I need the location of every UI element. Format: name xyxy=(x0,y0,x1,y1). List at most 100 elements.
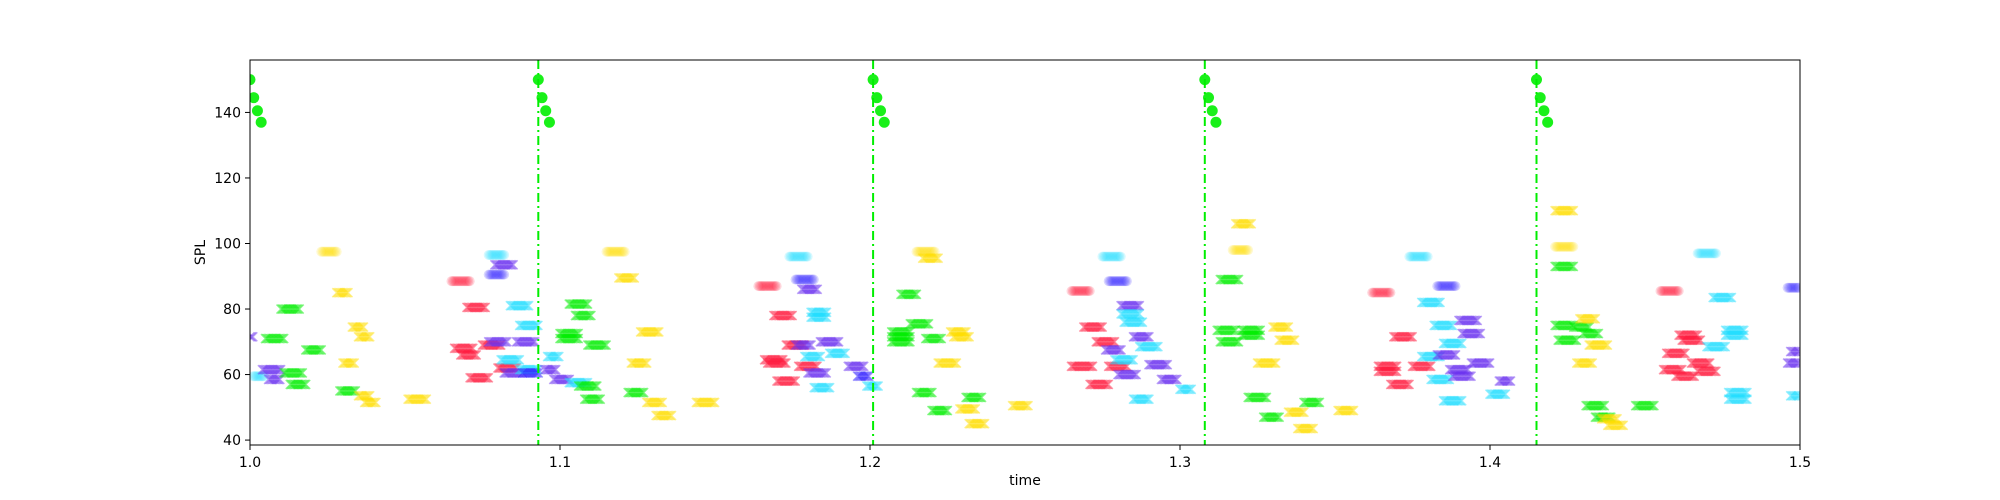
note-point xyxy=(832,336,843,347)
y-tick-label: 120 xyxy=(214,171,241,187)
note-point xyxy=(915,318,926,329)
note-point xyxy=(808,367,819,378)
note-point xyxy=(615,272,626,283)
note-point xyxy=(571,328,582,339)
note-point xyxy=(466,302,477,313)
note-mark xyxy=(1438,395,1467,406)
note-mark xyxy=(514,364,543,375)
note-point xyxy=(307,344,318,356)
note-point xyxy=(797,274,808,285)
note-point xyxy=(911,387,922,398)
note-point xyxy=(645,326,656,338)
note-point xyxy=(811,361,822,372)
onset-marker xyxy=(878,116,890,128)
note-point xyxy=(500,367,511,378)
note-point xyxy=(591,339,602,351)
note-point xyxy=(499,269,510,280)
note-point xyxy=(771,358,782,369)
note-point xyxy=(346,358,357,369)
note-point xyxy=(568,328,580,339)
note-point xyxy=(768,310,779,321)
note-point xyxy=(328,246,339,257)
note-mark xyxy=(762,358,791,369)
note-mark xyxy=(579,394,606,405)
onset-marker xyxy=(255,116,267,128)
note-point xyxy=(824,382,835,393)
note-point xyxy=(890,331,901,342)
note-mark xyxy=(1367,287,1396,298)
note-mark xyxy=(1438,338,1467,349)
note-point xyxy=(598,339,609,351)
note-point xyxy=(571,333,582,344)
note-point xyxy=(924,387,935,398)
note-mark xyxy=(1677,335,1706,346)
note-point xyxy=(657,397,668,408)
note-point xyxy=(363,390,374,401)
note-point xyxy=(545,351,556,362)
note-point xyxy=(774,310,785,321)
note-mark xyxy=(492,362,522,374)
note-point xyxy=(899,336,910,347)
note-mark xyxy=(1429,320,1458,331)
note-point xyxy=(271,364,282,375)
note-mark xyxy=(1577,328,1604,339)
note-mark xyxy=(1333,405,1359,416)
note-point xyxy=(528,336,539,347)
note-mark xyxy=(483,336,512,347)
note-point xyxy=(496,249,507,260)
note-point xyxy=(336,385,347,397)
note-mark xyxy=(623,387,649,398)
note-point xyxy=(889,326,900,338)
note-point xyxy=(504,354,515,365)
note-point xyxy=(337,358,349,369)
note-mark xyxy=(446,276,475,287)
note-point xyxy=(909,318,920,329)
note-point xyxy=(614,246,625,257)
note-mark xyxy=(499,367,528,378)
note-point xyxy=(518,364,529,375)
note-point xyxy=(813,307,824,318)
note-point xyxy=(493,249,504,260)
note-point xyxy=(804,274,815,285)
note-point xyxy=(480,372,491,383)
note-point xyxy=(1084,286,1095,296)
note-point xyxy=(460,276,471,287)
y-tick-label: 140 xyxy=(214,105,241,121)
note-point xyxy=(268,333,279,344)
note-point xyxy=(497,336,508,347)
note-point xyxy=(817,312,828,323)
onset-marker xyxy=(250,92,260,104)
note-point xyxy=(639,326,650,338)
note-point xyxy=(821,382,832,393)
note-point xyxy=(911,289,922,300)
note-mark xyxy=(784,251,813,262)
note-point xyxy=(449,276,460,287)
note-point xyxy=(785,376,797,387)
note-point xyxy=(499,336,510,347)
note-point xyxy=(787,251,798,262)
note-point xyxy=(861,380,872,392)
note-point xyxy=(762,358,773,369)
note-point xyxy=(627,272,638,283)
note-point xyxy=(651,397,662,408)
note-point xyxy=(924,246,935,257)
note-point xyxy=(508,354,519,365)
note-point xyxy=(496,336,507,347)
note-point xyxy=(404,394,415,405)
note-mark xyxy=(1236,330,1266,341)
note-point xyxy=(652,397,664,408)
note-point xyxy=(522,300,533,311)
note-point xyxy=(809,351,820,362)
note-point xyxy=(581,377,592,388)
note-point xyxy=(853,361,864,372)
note-point xyxy=(611,246,622,257)
note-point xyxy=(820,336,832,347)
note-mark xyxy=(961,392,987,403)
note-point xyxy=(705,397,716,408)
data-layer xyxy=(250,74,1800,434)
note-mark xyxy=(1388,331,1418,342)
note-mark xyxy=(601,246,630,257)
note-point xyxy=(833,336,844,347)
note-point xyxy=(757,281,768,292)
